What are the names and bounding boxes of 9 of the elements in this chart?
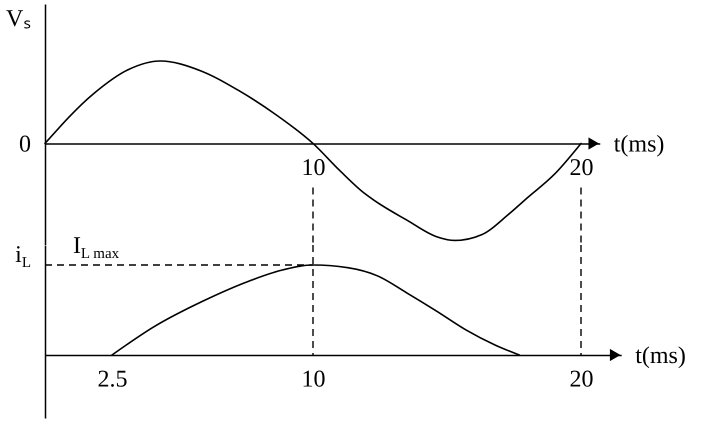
x-tick-label: 10 xyxy=(302,154,326,181)
annotation: 0 xyxy=(19,131,31,158)
x-tick-label: 20 xyxy=(570,154,594,181)
x-tick-label: 20 xyxy=(570,366,594,392)
x-axis-title: t(ms) xyxy=(635,343,686,369)
x-tick-label: 10 xyxy=(302,366,326,392)
y-axis-title: Vₛ xyxy=(6,6,30,32)
x-tick-label: 2.5 xyxy=(98,366,128,392)
x-axis-title: t(ms) xyxy=(614,131,664,158)
